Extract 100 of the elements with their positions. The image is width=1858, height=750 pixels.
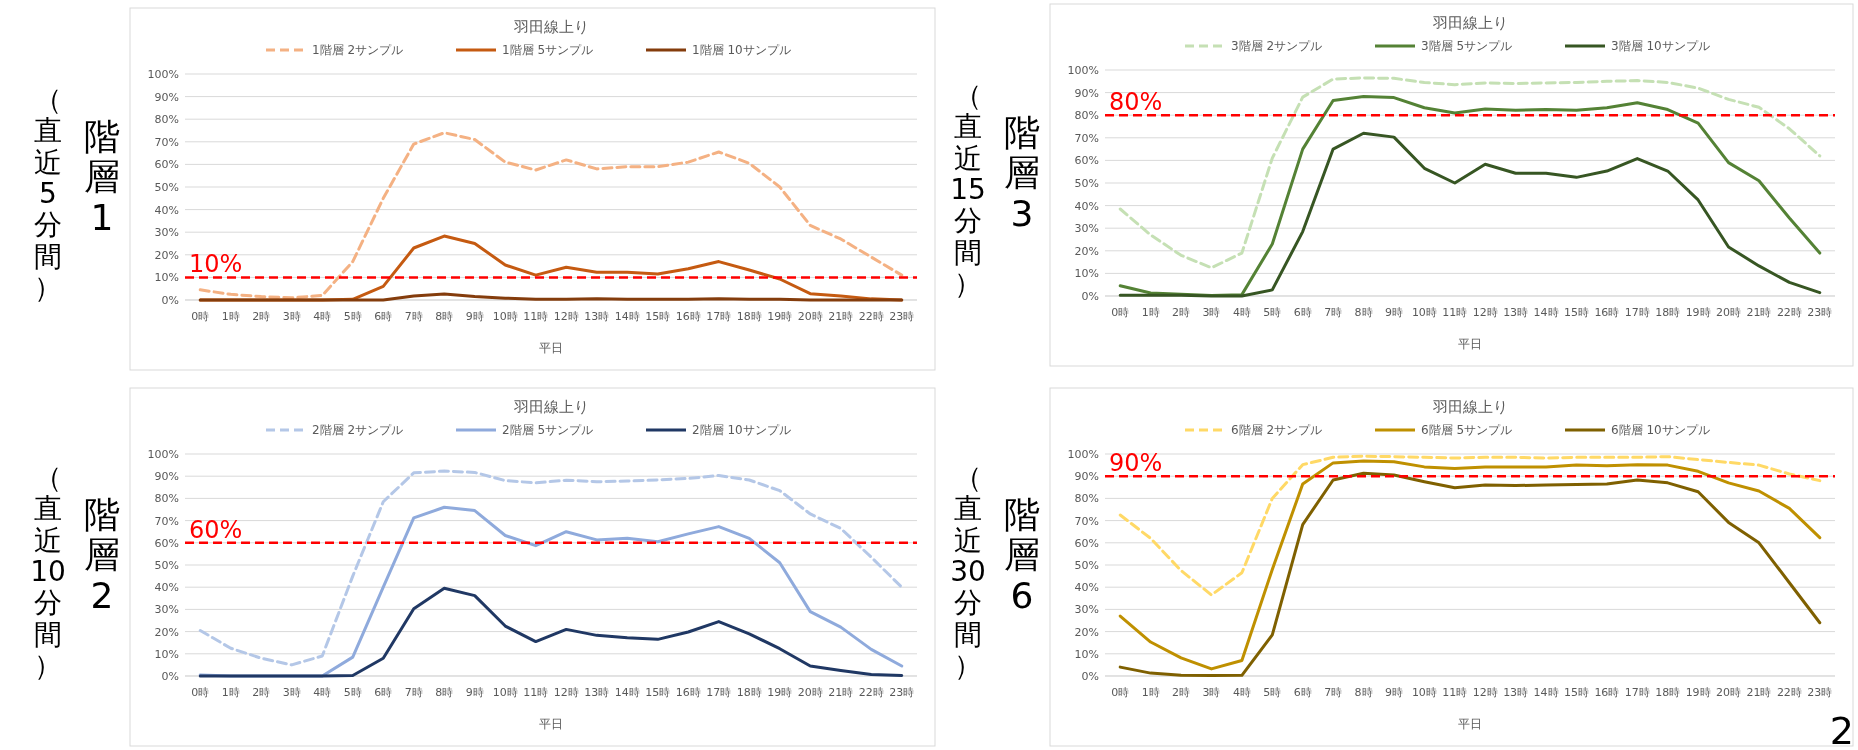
x-tick-label: 17時 [1624,686,1650,699]
legend-label: 6階層 10サンプル [1611,423,1710,437]
y-tick-label: 70% [1074,131,1099,145]
y-tick-label: 80% [1074,492,1099,506]
y-axis-title: 階層6 [1004,494,1040,616]
y-tick-label: 0% [1081,670,1099,683]
y-axis-title: 階層2 [84,494,120,616]
line-series [198,586,904,678]
x-tick-label: 23時 [889,686,915,699]
x-tick-label: 16時 [675,310,701,323]
x-tick-label: 2時 [252,310,271,323]
x-tick-label: 22時 [858,310,884,323]
y-tick-label: 10% [154,271,179,285]
y-tick-label: 90% [154,470,179,484]
y-tick-label: 10% [1074,267,1099,281]
x-axis-title: 平日 [1458,717,1482,731]
x-tick-label: 7時 [404,686,423,699]
ref-line-label: 90% [1109,449,1163,478]
y-tick-label: 90% [1074,86,1099,100]
y-tick-label: 30% [1074,603,1099,617]
y-tick-label: 60% [1074,154,1099,168]
x-tick-label: 23時 [1807,686,1833,699]
legend-label: 3階層 2サンプル [1231,39,1323,53]
chart-title: 羽田線上り [1431,398,1508,416]
y-tick-label: 100% [147,68,179,81]
y-tick-label: 30% [154,226,179,240]
legend-label: 6階層 5サンプル [1421,423,1513,437]
y-tick-label: 20% [1074,625,1099,639]
chart-title: 羽田線上り [512,398,589,416]
x-tick-label: 14時 [614,686,640,699]
x-tick-label: 1時 [1141,686,1160,699]
x-tick-label: 21時 [1746,686,1772,699]
x-tick-label: 17時 [706,686,732,699]
x-tick-label: 12時 [553,686,579,699]
y-tick-label: 40% [1074,199,1099,213]
y-tick-label: 40% [1074,581,1099,595]
x-tick-label: 1時 [221,310,240,323]
x-axis-title: 平日 [539,341,563,355]
x-tick-label: 6時 [374,686,393,699]
x-tick-label: 8時 [1354,686,1373,699]
x-tick-label: 9時 [1384,686,1403,699]
x-tick-label: 22時 [858,686,884,699]
x-tick-label: 7時 [1324,686,1343,699]
legend-label: 3階層 10サンプル [1611,39,1710,53]
x-tick-label: 3時 [1202,686,1221,699]
y-tick-label: 0% [161,670,179,683]
legend-label: 1階層 10サンプル [692,43,791,57]
x-tick-label: 5時 [1263,306,1282,319]
x-tick-label: 6時 [374,310,393,323]
x-tick-label: 19時 [1685,686,1711,699]
x-tick-label: 1時 [1141,306,1160,319]
x-tick-label: 17時 [1624,306,1650,319]
text: （直近30分間） [950,461,986,683]
x-tick-label: 21時 [828,686,854,699]
y-tick-label: 60% [1074,536,1099,550]
legend-label: 1階層 5サンプル [502,43,594,57]
x-tick-label: 5時 [343,310,362,323]
x-tick-label: 0時 [191,310,210,323]
y-tick-label: 70% [1074,514,1099,528]
y-tick-label: 80% [1074,109,1099,123]
y-tick-label: 0% [161,294,179,307]
y-tick-label: 50% [1074,177,1099,190]
x-tick-label: 13時 [1503,306,1529,319]
x-tick-label: 15時 [1563,306,1589,319]
x-tick-label: 8時 [435,686,454,699]
legend-label: 2階層 2サンプル [312,423,404,437]
y-tick-label: 100% [1067,64,1099,77]
line-series [198,292,904,302]
x-tick-label: 15時 [1563,686,1589,699]
x-tick-label: 19時 [767,310,793,323]
y-tick-label: 60% [154,158,179,172]
y-tick-label: 50% [154,181,179,194]
x-tick-label: 18時 [1655,686,1681,699]
y-axis-title: 階層3 [1004,112,1040,234]
x-tick-label: 11時 [1442,306,1468,319]
y-tick-label: 50% [154,559,179,572]
x-tick-label: 20時 [797,686,823,699]
y-tick-label: 10% [154,647,179,661]
x-tick-label: 22時 [1776,306,1802,319]
line-series [1118,131,1822,298]
y-tick-label: 100% [147,448,179,461]
y-tick-label: 30% [1074,222,1099,236]
chart-title: 羽田線上り [1431,14,1508,32]
y-tick-label: 40% [154,581,179,595]
x-tick-label: 23時 [1807,306,1833,319]
x-tick-label: 19時 [1685,306,1711,319]
x-tick-label: 0時 [191,686,210,699]
x-tick-label: 4時 [313,686,332,699]
x-tick-label: 7時 [1324,306,1343,319]
x-tick-label: 16時 [675,686,701,699]
legend-label: 2階層 10サンプル [692,423,791,437]
x-tick-label: 4時 [313,310,332,323]
x-axis-title: 平日 [539,717,563,731]
x-tick-label: 13時 [1503,686,1529,699]
x-tick-label: 13時 [584,686,610,699]
y-tick-label: 0% [1081,290,1099,303]
x-tick-label: 10時 [492,686,518,699]
y-tick-label: 20% [1074,244,1099,258]
y-tick-label: 20% [154,625,179,639]
x-tick-label: 8時 [1354,306,1373,319]
